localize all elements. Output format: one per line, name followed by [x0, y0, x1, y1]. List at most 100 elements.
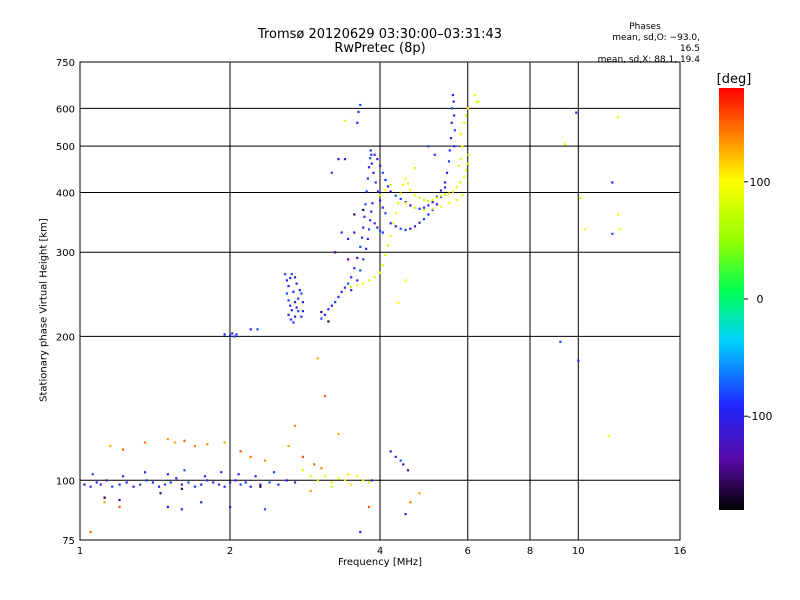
data-point — [287, 299, 290, 302]
data-point — [359, 103, 362, 107]
data-point — [575, 111, 578, 114]
data-point — [300, 292, 303, 295]
data-point — [363, 215, 366, 218]
colorbar — [719, 88, 744, 510]
data-point — [413, 225, 417, 228]
data-point — [337, 477, 340, 480]
data-point — [431, 198, 434, 202]
data-point — [346, 473, 350, 476]
data-point — [301, 455, 305, 458]
data-point — [316, 357, 319, 360]
data-point — [379, 199, 382, 202]
data-point — [263, 508, 267, 511]
data-point — [373, 222, 376, 225]
data-point — [404, 279, 407, 282]
data-point — [464, 114, 468, 117]
data-point — [249, 328, 252, 331]
data-point — [323, 395, 327, 398]
data-point — [244, 481, 247, 484]
data-point — [439, 194, 443, 197]
data-point — [418, 196, 421, 199]
data-point — [163, 483, 167, 486]
data-point — [359, 530, 362, 534]
data-point — [350, 483, 353, 486]
data-point — [320, 467, 323, 470]
data-point — [362, 479, 365, 482]
data-point — [103, 496, 106, 499]
data-point — [373, 276, 376, 279]
x-tick-label: 1 — [77, 546, 83, 557]
data-point — [223, 485, 226, 488]
data-point — [346, 258, 350, 261]
x-tick-label: 16 — [674, 546, 687, 557]
y-tick-label: 500 — [56, 142, 75, 153]
data-point — [362, 226, 365, 229]
data-point — [370, 162, 373, 165]
data-point — [392, 222, 395, 225]
data-point — [381, 231, 384, 234]
x-tick-label: 8 — [527, 546, 533, 557]
data-point — [463, 121, 466, 124]
data-point — [234, 479, 237, 482]
data-point — [376, 158, 379, 161]
data-point — [413, 206, 417, 209]
data-point — [618, 228, 621, 231]
data-point — [301, 310, 305, 313]
data-point — [330, 485, 333, 488]
data-point — [386, 185, 390, 188]
data-point — [293, 276, 297, 279]
data-point — [330, 171, 333, 174]
data-point — [118, 498, 121, 502]
data-point — [212, 481, 215, 484]
data-point — [435, 196, 438, 199]
data-point — [259, 483, 262, 486]
data-point — [461, 145, 464, 148]
data-point — [330, 304, 333, 307]
data-point — [611, 181, 614, 184]
data-point — [384, 188, 387, 192]
data-point — [350, 289, 353, 292]
data-point — [330, 481, 333, 484]
data-point — [353, 231, 356, 234]
y-tick-label: 200 — [56, 332, 75, 343]
data-point — [402, 463, 405, 466]
data-point — [89, 530, 92, 534]
data-point — [607, 434, 610, 437]
data-point — [295, 282, 298, 285]
data-point — [268, 481, 271, 484]
data-point — [376, 226, 379, 229]
data-point — [89, 485, 92, 488]
y-tick-label: 100 — [56, 476, 75, 487]
colorbar-label: [deg] — [717, 72, 752, 87]
data-point — [187, 481, 190, 484]
data-point — [301, 469, 305, 472]
data-point — [180, 483, 183, 486]
data-point — [169, 481, 172, 484]
data-point — [139, 483, 142, 486]
data-point — [293, 481, 297, 484]
data-point — [122, 448, 125, 451]
data-point — [379, 164, 382, 167]
data-point — [427, 145, 430, 148]
data-point — [109, 444, 112, 448]
data-point — [397, 202, 400, 205]
data-point — [272, 471, 276, 474]
data-point — [301, 301, 305, 304]
data-point — [447, 202, 451, 205]
data-point — [175, 477, 178, 480]
grid-lines — [80, 62, 680, 540]
data-point — [289, 276, 292, 280]
data-point — [290, 273, 293, 276]
data-point — [203, 475, 206, 478]
data-point — [151, 481, 155, 484]
data-point — [370, 479, 373, 482]
data-point — [369, 219, 372, 222]
data-point — [450, 121, 453, 124]
data-point — [447, 192, 451, 195]
data-point — [389, 222, 392, 225]
data-point — [464, 169, 468, 172]
data-point — [350, 276, 353, 279]
data-point — [399, 197, 402, 201]
data-point — [285, 479, 288, 482]
colorbar-tick-label: 0 — [757, 293, 764, 306]
